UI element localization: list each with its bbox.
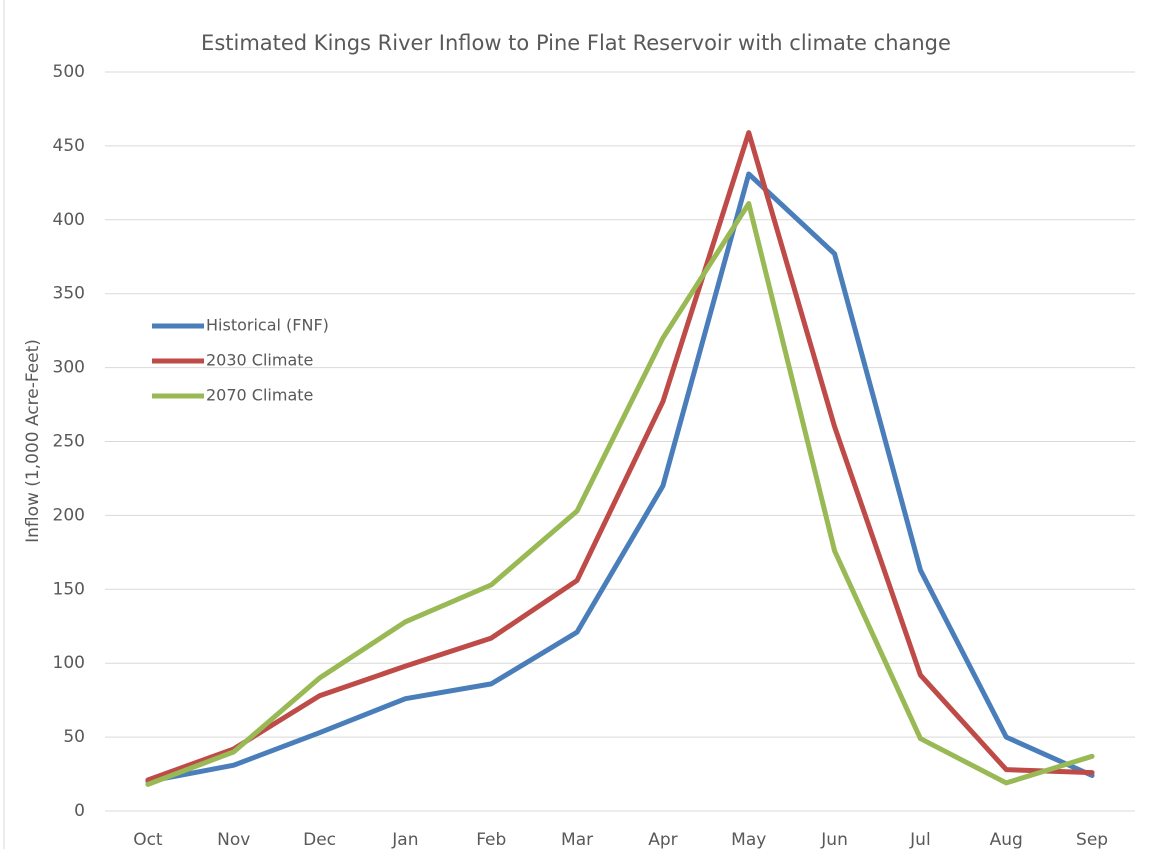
chart-title: Estimated Kings River Inflow to Pine Fla…: [201, 31, 951, 55]
y-axis-label: Inflow (1,000 Acre-Feet): [23, 339, 43, 543]
y-tick-label: 300: [53, 358, 85, 378]
y-tick-label: 200: [53, 505, 85, 525]
y-tick-label: 350: [53, 284, 85, 304]
x-tick-label: Oct: [133, 830, 163, 849]
x-tick-label: Nov: [217, 830, 250, 849]
y-tick-label: 0: [74, 801, 85, 821]
y-tick-label: 50: [63, 727, 85, 747]
x-tick-label: Dec: [303, 830, 336, 849]
x-tick-label: Apr: [648, 830, 677, 849]
series-line: [145, 130, 1095, 783]
x-tick-label: Sep: [1076, 830, 1108, 849]
legend-label: 2030 Climate: [206, 351, 313, 370]
y-tick-label: 250: [53, 432, 85, 452]
legend-label: 2070 Climate: [206, 386, 313, 405]
x-tick-label: Aug: [990, 830, 1023, 849]
x-tick-label: Mar: [561, 830, 593, 849]
y-tick-label: 450: [53, 136, 85, 156]
series-line: [145, 201, 1095, 787]
x-tick-label: Jan: [391, 830, 418, 849]
legend-label: Historical (FNF): [206, 316, 329, 335]
series-line: [145, 171, 1095, 784]
y-tick-label: 400: [53, 210, 85, 230]
x-tick-label: Feb: [476, 830, 506, 849]
x-tick-label: Jul: [909, 830, 931, 849]
x-tick-label: Jun: [820, 830, 848, 849]
y-tick-label: 150: [53, 579, 85, 599]
y-tick-label: 100: [53, 653, 85, 673]
x-tick-label: May: [731, 830, 766, 849]
y-tick-label: 500: [53, 62, 85, 82]
